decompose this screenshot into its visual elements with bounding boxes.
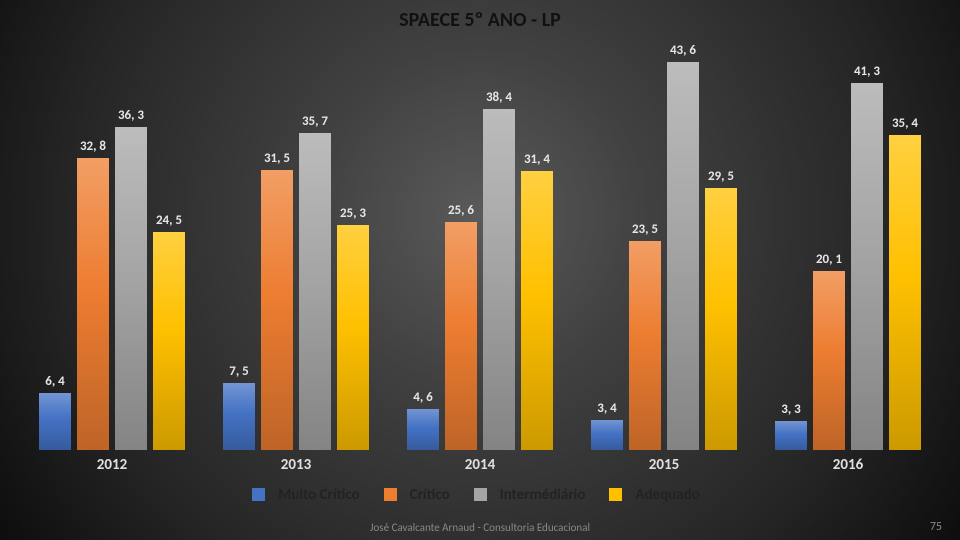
legend-item: Crítico [384,486,458,504]
page-number: 75 [930,520,942,534]
plot-area: 6, 4 32, 8 36, 3 24, 5 7, 5 31, 5 35, 7 25, 3 4,… [20,50,940,450]
chart-title: SPAECE 5º ANO - LP [0,8,960,32]
bar-value-label: 3, 4 [597,401,616,416]
bar-value-label: 4, 6 [413,390,432,405]
bar [299,133,331,450]
bar [705,188,737,450]
bar [629,241,661,450]
legend-item: Intermédiário [474,486,594,504]
bar-value-label: 3, 3 [781,402,800,417]
legend-swatch [384,488,397,501]
bar-value-label: 25, 3 [340,206,366,221]
bar [591,420,623,450]
legend-swatch [252,488,265,501]
legend-swatch [474,488,487,501]
bar-value-label: 32, 8 [80,139,106,154]
bar [39,393,71,450]
footer-text: José Cavalcante Arnaud - Consultoria Edu… [0,521,960,534]
legend-label: Crítico [410,486,450,504]
bar [153,232,185,450]
bar-value-label: 25, 6 [448,203,474,218]
bar [775,421,807,450]
bar-value-label: 24, 5 [156,213,182,228]
bar [407,409,439,450]
bar-value-label: 41, 3 [854,64,880,79]
x-axis-label: 2015 [649,456,679,474]
x-axis-label: 2014 [465,456,495,474]
bar-value-label: 35, 4 [892,116,918,131]
bar-value-label: 29, 5 [708,169,734,184]
bar-value-label: 7, 5 [229,364,248,379]
bar-value-label: 23, 5 [632,222,658,237]
legend-label: Intermédiário [500,486,586,504]
bar [813,271,845,450]
bar [115,127,147,450]
bar-value-label: 43, 6 [670,43,696,58]
bar [77,158,109,450]
bar [521,171,553,450]
bar [445,222,477,450]
legend-item: Adequado [609,486,707,504]
x-axis-label: 2012 [97,456,127,474]
bar-value-label: 36, 3 [118,108,144,123]
bar [223,383,255,450]
bar [337,225,369,450]
slide: SPAECE 5º ANO - LP 6, 4 32, 8 36, 3 24, 5 7,… [0,0,960,540]
bar-value-label: 6, 4 [45,374,64,389]
legend-label: Muito Crítico [278,486,359,504]
legend-label: Adequado [635,486,699,504]
legend: Muito Crítico Crítico Intermédiário Adequad… [0,486,960,507]
bar-value-label: 31, 5 [264,151,290,166]
x-axis: 2012 2013 2014 2015 2016 [20,456,940,476]
bar [889,135,921,450]
bar [851,83,883,450]
bar-value-label: 35, 7 [302,114,328,129]
legend-item: Muito Crítico [252,486,367,504]
bar [261,170,293,450]
bar-value-label: 31, 4 [524,152,550,167]
bar [667,62,699,450]
x-axis-label: 2016 [833,456,863,474]
bar-value-label: 38, 4 [486,90,512,105]
x-axis-label: 2013 [281,456,311,474]
bar-value-label: 20, 1 [816,252,842,267]
legend-swatch [609,488,622,501]
bar [483,109,515,450]
